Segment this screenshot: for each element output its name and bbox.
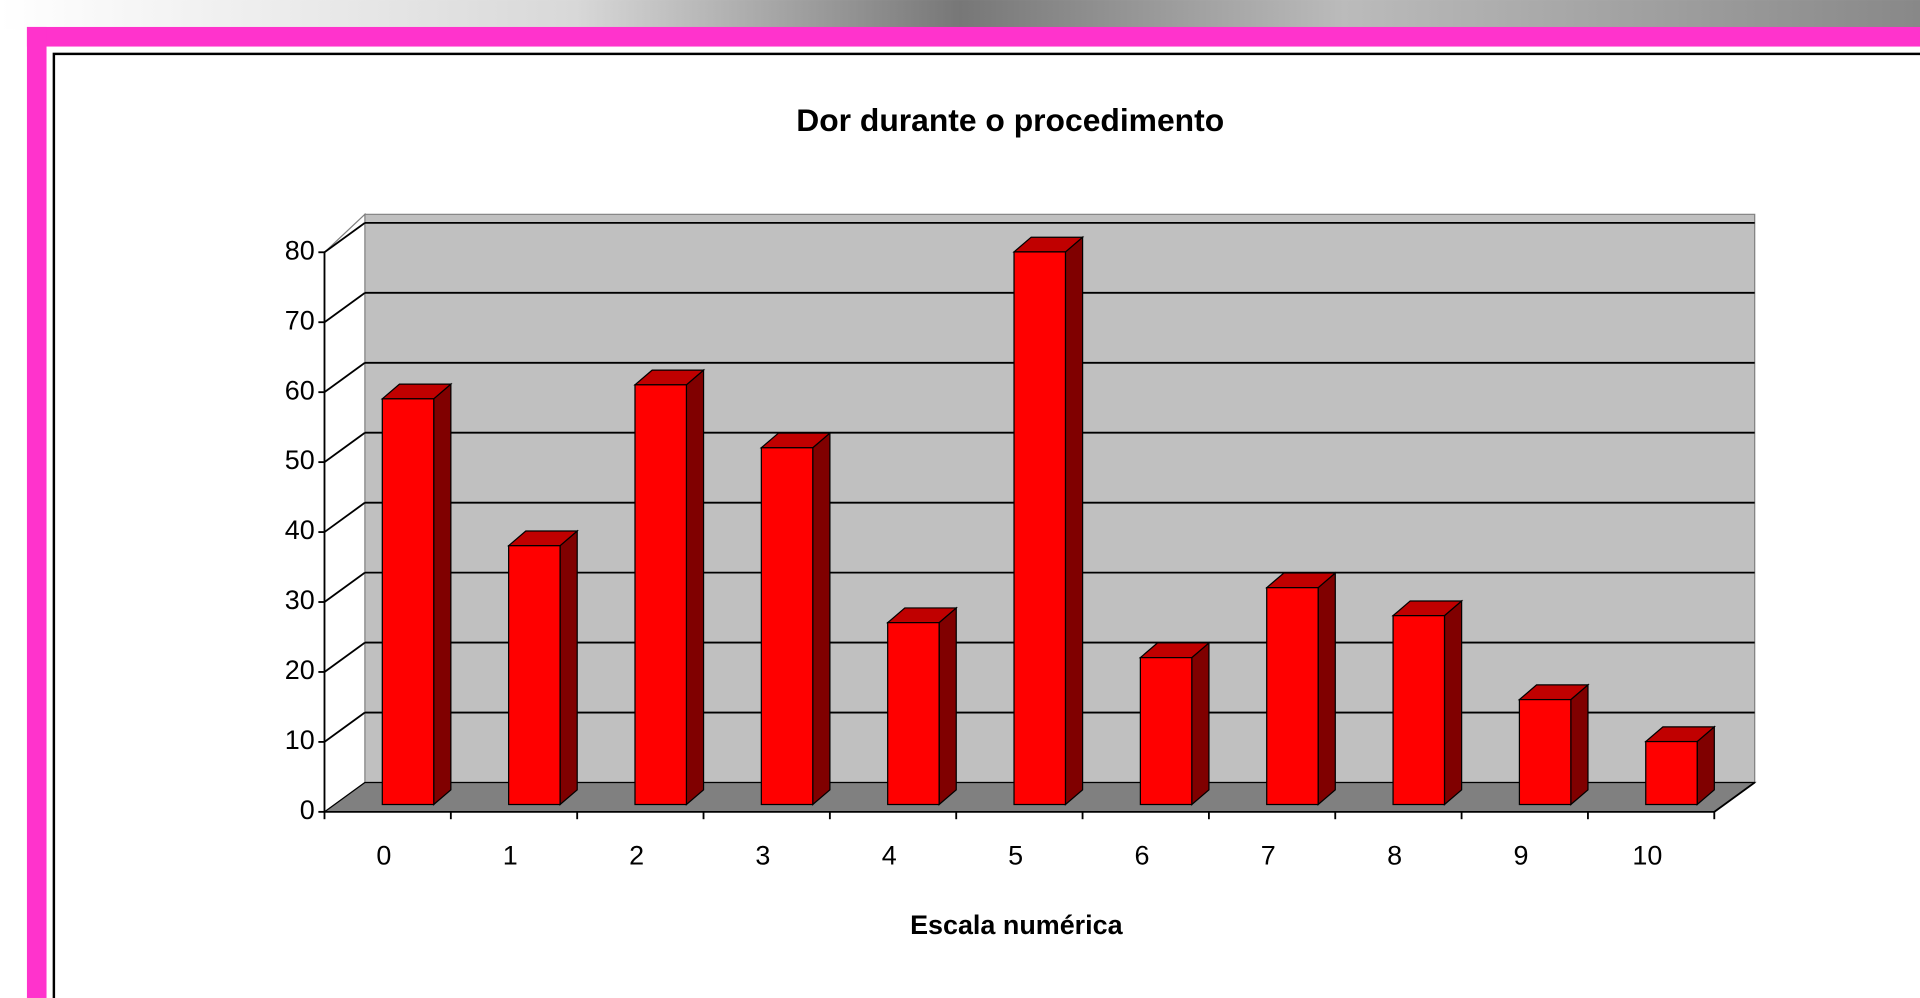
x-tick-label: 9 [1513,840,1528,870]
y-tick-label: 60 [285,375,315,405]
grid-line-side [323,711,366,743]
x-tick-label: 5 [1008,840,1023,870]
bar-side [812,431,831,806]
bar-side [685,368,705,806]
grid-line-side [323,501,366,533]
bar [634,384,688,806]
x-tick-label: 6 [1134,840,1149,870]
bar-side [1570,683,1589,806]
x-tick-label: 7 [1261,840,1276,870]
x-tick-label: 1 [503,840,518,870]
bar-side [1191,641,1210,806]
chart-title: Dor durante o procedimento [796,102,1224,138]
x-axis-label: Escala numérica [910,910,1124,940]
bar-side [559,529,578,806]
bar-side [1064,235,1084,806]
grid-line-side [323,431,366,463]
grid-line-side [323,641,366,673]
pink-left-stripe [26,26,47,998]
bar [508,545,561,806]
y-tick-label: 20 [285,655,315,685]
y-tick-label: 40 [285,515,315,545]
bar-side [938,606,957,806]
y-tick-label: 50 [285,445,315,475]
y-tick-label: 70 [285,305,315,335]
pink-top-stripe [26,26,1920,47]
bar [1392,615,1446,806]
bar [1266,587,1319,806]
x-tick-label: 10 [1632,840,1662,870]
bar [760,447,814,806]
bar [1645,740,1698,806]
plot: 0 10 20 30 40 50 60 70 80 0 1 2 3 4 5 6 7 8 9 10 [285,212,1757,870]
left-wall [323,212,366,814]
bar [1518,698,1572,806]
bar-side [1317,571,1336,806]
grid-line-side [323,222,366,254]
bar [887,622,940,806]
background-texture [0,0,1920,30]
bar-side [433,382,452,806]
x-tick-label: 2 [629,840,644,870]
y-tick-label: 10 [285,725,315,755]
bar [381,398,435,806]
bar-side [1443,599,1463,806]
bar [1139,657,1193,806]
y-tick-label: 30 [285,585,315,615]
grid-line-side [323,362,366,393]
x-tick-label: 3 [755,840,770,870]
grid-line-side [323,571,366,603]
grid-line-side [323,292,366,323]
x-tick-label: 4 [882,840,897,870]
x-axis-depth [1713,781,1756,813]
y-tick-label: 80 [285,235,315,265]
x-tick-label: 0 [376,840,391,870]
x-tick-label: 8 [1387,840,1402,870]
y-tick-label: 0 [300,795,315,825]
bar [1013,251,1067,806]
